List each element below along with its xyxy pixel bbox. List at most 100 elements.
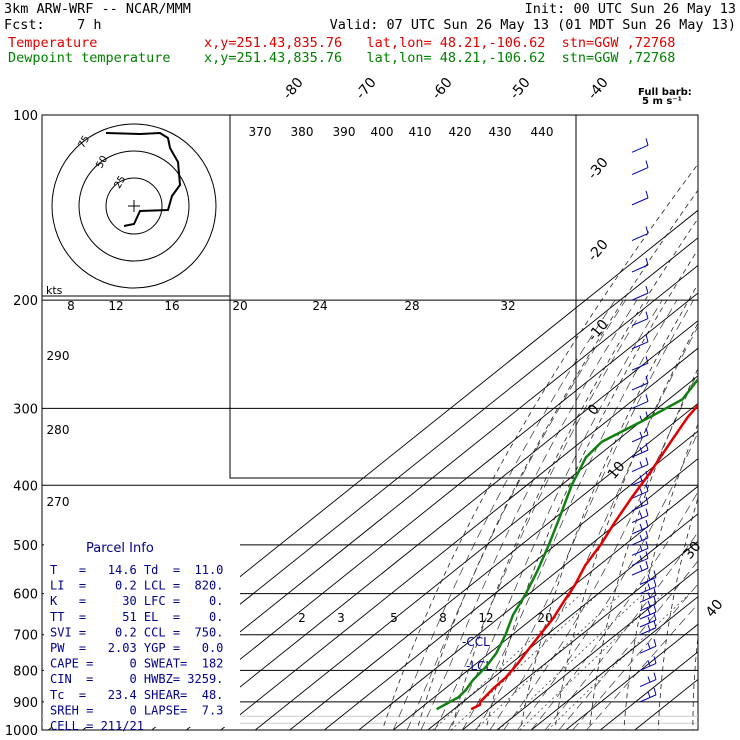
wind-speed-label: 8 [67, 299, 75, 313]
parcel-info-row: TT = 51 EL = 0. [50, 610, 223, 624]
wind-barb [631, 541, 649, 556]
wind-barb [631, 519, 649, 535]
isotherm-label: -80 [280, 75, 307, 103]
isotherm [323, 430, 698, 730]
parcel-info-title: Parcel Info [86, 541, 154, 556]
hodograph-ring [105, 177, 163, 235]
kts-label: kts [46, 284, 63, 297]
wind-barb [631, 560, 649, 576]
isotherm [496, 568, 698, 730]
isotherm [392, 485, 698, 730]
theta-label: 370 [249, 125, 272, 139]
isotherm-label: -30 [585, 155, 612, 183]
mixing-ratio-label: 2 [298, 611, 306, 625]
theta-label: 290 [47, 349, 70, 363]
dry-adiabat [485, 248, 698, 730]
pressure-label: 800 [13, 664, 38, 679]
wind-speed-label: 16 [164, 299, 179, 313]
temperature-location: x,y=251.43,835.76 lat,lon= 48.21,-106.62… [204, 35, 676, 51]
wind-barb [639, 588, 657, 603]
isotherm [185, 320, 698, 730]
hodograph-ring [78, 150, 190, 262]
parcel-info-row: CAPE = 0 SWEAT= 182 [50, 657, 223, 671]
parcel-info-row: PW = 2.03 YGP = 0.0 [50, 641, 223, 655]
isotherm-label: -70 [353, 75, 380, 103]
dry-adiabat [554, 322, 698, 730]
moist-adiabat [517, 431, 698, 730]
parcel-info-panel [44, 537, 240, 727]
hodograph-trace [105, 131, 182, 227]
theta-label: 280 [47, 423, 70, 437]
isotherm [427, 513, 698, 730]
theta-label: 410 [409, 125, 432, 139]
isotherm-label: 30 [681, 539, 705, 563]
parcel-info-row: Tc = 23.4 SHEAR= 48. [50, 688, 223, 702]
wind-barb [631, 442, 649, 458]
wind-speed-label: 28 [404, 299, 419, 313]
wind-barb [631, 190, 649, 206]
parcel-info-row: SVI = 0.2 CCL = 750. [50, 625, 223, 639]
wind-speed-label: 12 [108, 299, 123, 313]
moist-adiabat [531, 491, 698, 730]
dry-adiabat [692, 633, 698, 730]
mixing-ratio-label: 20 [537, 611, 552, 625]
model-title: 3km ARW-WRF -- NCAR/MMM [4, 1, 191, 17]
wind-barb [631, 285, 649, 301]
moist-adiabat [461, 299, 678, 730]
wind-barb [639, 604, 657, 620]
isotherm [254, 375, 698, 730]
hodograph-ring-label: 75 [76, 134, 92, 151]
dry-adiabat [520, 283, 698, 730]
valid-time: Valid: 07 UTC Sun 26 May 13 (01 MDT Sun … [329, 17, 736, 33]
full-barb-label: Full barb: [638, 87, 692, 98]
mixing-ratio-label: 5 [390, 611, 398, 625]
wind-barb [631, 138, 649, 153]
wind-barb [631, 334, 649, 350]
wind-barb [639, 570, 657, 585]
isotherm [289, 402, 698, 730]
wind-barb [639, 596, 657, 612]
mixing-ratio-line [474, 593, 622, 730]
pressure-label: 600 [13, 588, 38, 603]
temperature-profile [470, 403, 698, 711]
dewpoint-legend: Dewpoint temperature [8, 50, 171, 66]
theta-label: 270 [47, 495, 70, 509]
init-time: Init: 00 UTC Sun 26 May 13 [524, 1, 736, 17]
wind-barb [631, 257, 649, 273]
dry-adiabat [727, 115, 740, 740]
temperature-legend: Temperature [8, 35, 98, 51]
ccl-label: -CCL [462, 635, 490, 649]
parcel-info-row: T = 14.6 Td = 11.0 [50, 563, 223, 577]
wind-barb [631, 551, 649, 566]
dewpoint-location: x,y=251.43,835.76 lat,lon= 48.21,-106.62… [204, 50, 676, 66]
moist-adiabat [586, 603, 698, 730]
isotherm-label: -20 [585, 237, 612, 265]
theta-label: 440 [531, 125, 554, 139]
isotherm [151, 292, 698, 730]
full-barb-units: 5 m s⁻¹ [642, 96, 682, 107]
pressure-label: 300 [13, 402, 38, 417]
isotherm-label: -50 [507, 75, 534, 103]
wind-barb [631, 496, 649, 512]
parcel-info-row: CELL = 211/21 [50, 719, 144, 733]
hodograph-ring-label: 50 [94, 154, 110, 171]
wind-barb [631, 427, 649, 443]
moist-adiabat [392, 299, 616, 730]
isotherm-label: 40 [703, 597, 727, 621]
theta-label: 430 [489, 125, 512, 139]
dry-adiabat [382, 163, 698, 730]
dry-adiabat [589, 367, 698, 730]
pressure-label: 700 [13, 629, 38, 644]
isotherm-label: -60 [429, 75, 456, 103]
moist-adiabat [434, 299, 650, 730]
pressure-label: 200 [13, 294, 38, 309]
dry-adiabat [416, 189, 698, 730]
moist-adiabat [448, 299, 663, 730]
dewpoint-profile [435, 377, 698, 711]
isotherm-label: -40 [585, 75, 612, 103]
moist-adiabat [558, 560, 698, 730]
theta-label: 420 [449, 125, 472, 139]
hodograph-ring [51, 123, 217, 289]
wind-barb [631, 457, 649, 473]
